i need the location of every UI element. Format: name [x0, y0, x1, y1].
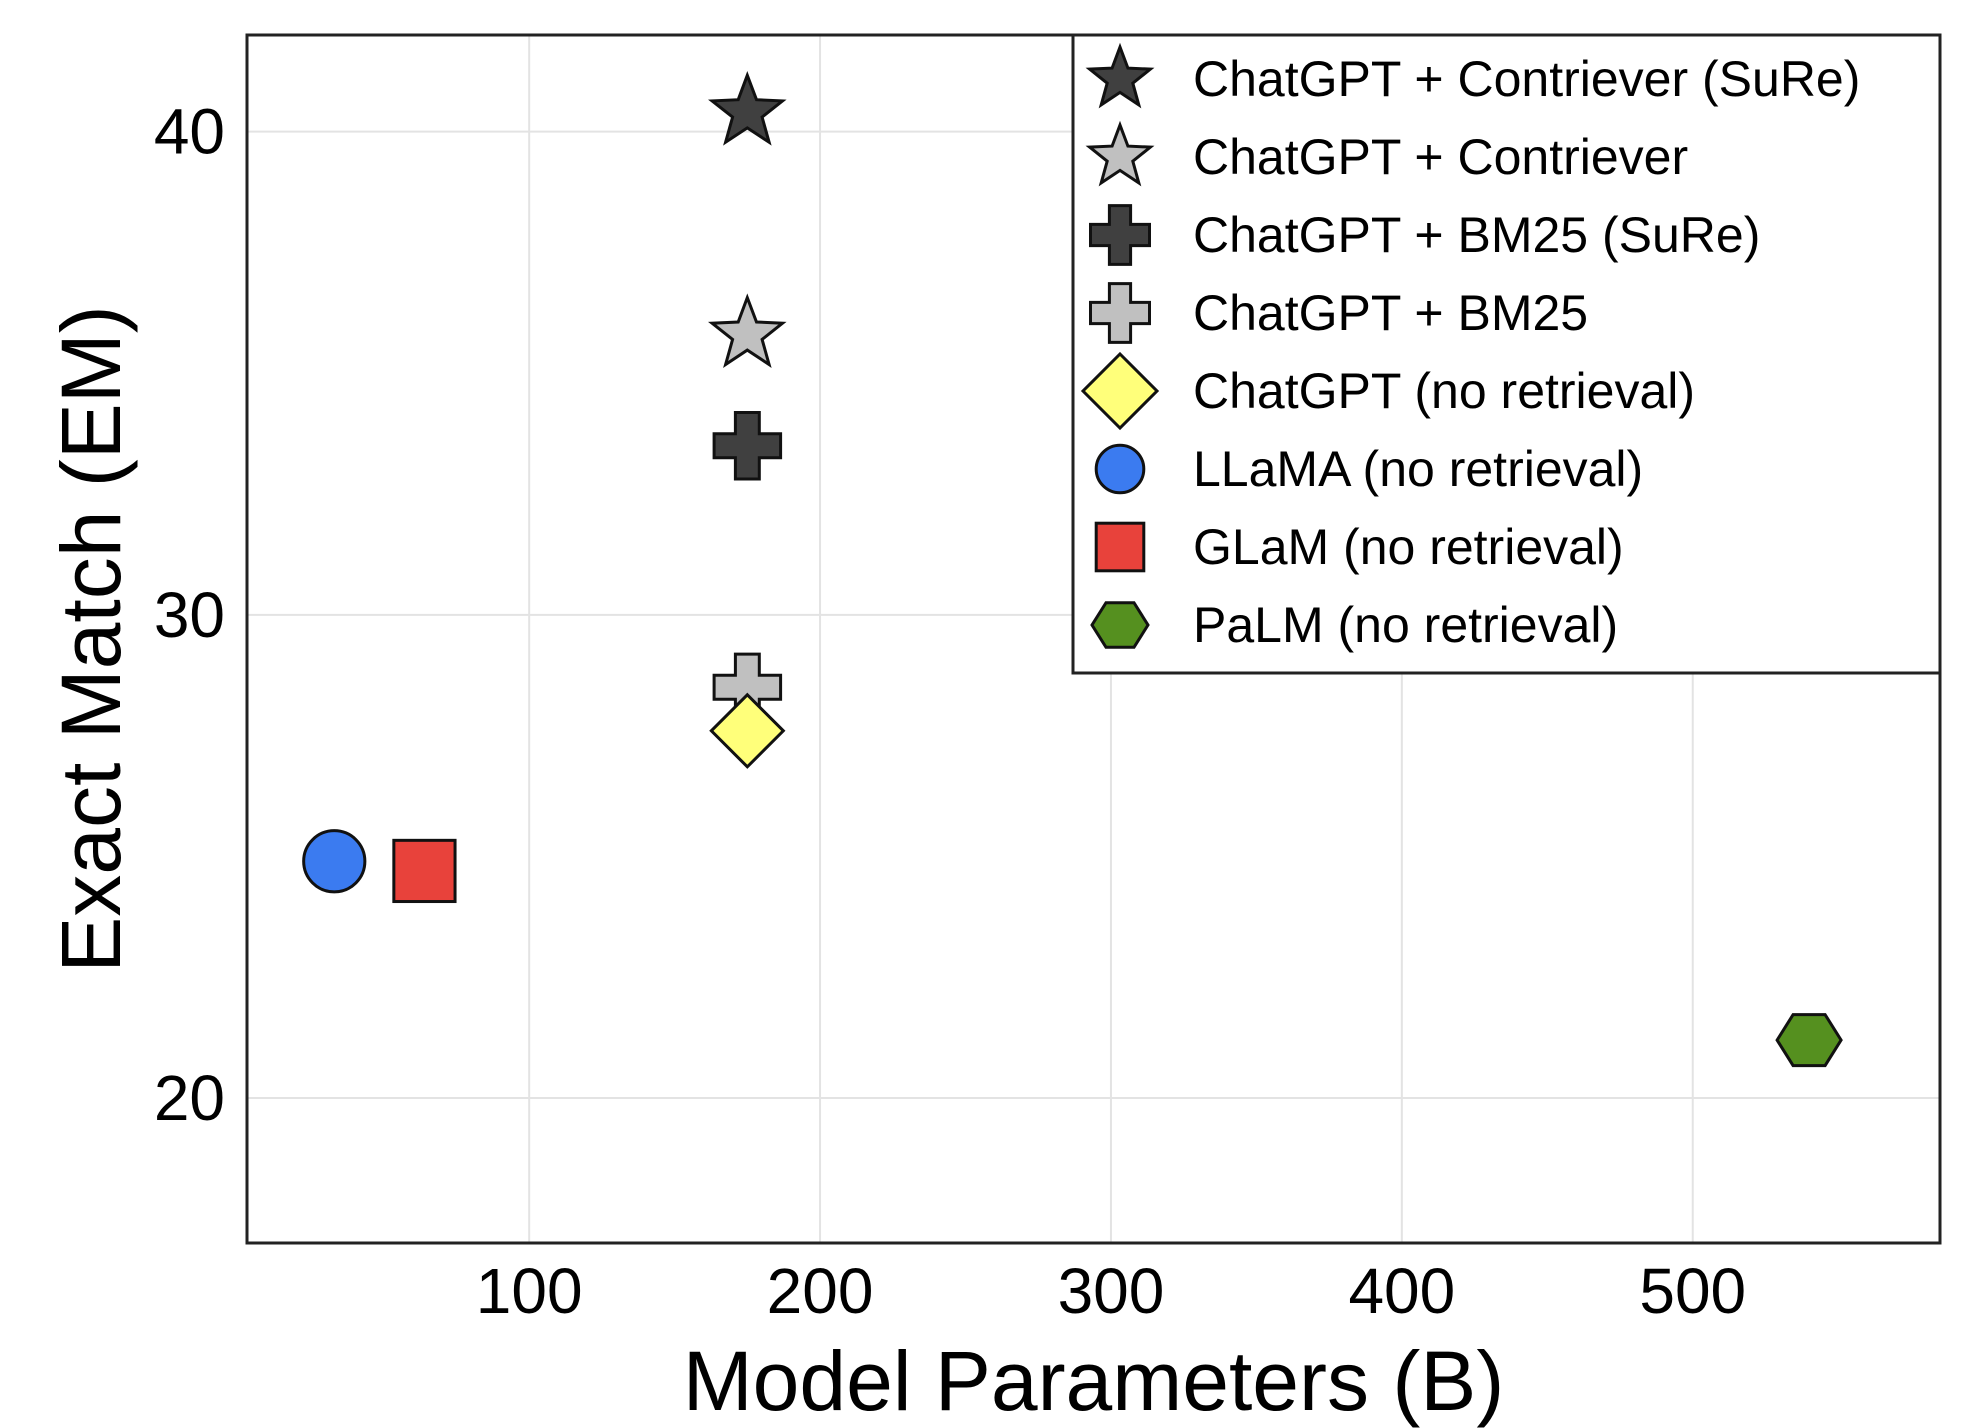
- legend-label: ChatGPT + BM25 (SuRe): [1193, 207, 1760, 263]
- x-tick-label: 500: [1639, 1255, 1746, 1327]
- legend-label: PaLM (no retrieval): [1193, 597, 1618, 653]
- data-point: [392, 838, 457, 904]
- data-point: [709, 692, 786, 769]
- legend-entry: GLaM (no retrieval): [1094, 519, 1624, 575]
- legend-label: GLaM (no retrieval): [1193, 519, 1624, 575]
- legend-label: ChatGPT + Contriever (SuRe): [1193, 51, 1860, 107]
- data-point: [302, 829, 367, 894]
- legend-label: ChatGPT + BM25: [1193, 285, 1588, 341]
- legend-marker: [1094, 521, 1146, 573]
- data-point: [708, 293, 787, 368]
- legend-label: LLaMA (no retrieval): [1193, 441, 1643, 497]
- legend-box: [1071, 33, 1942, 675]
- legend-label: ChatGPT (no retrieval): [1193, 363, 1695, 419]
- legend-entry: ChatGPT + Contriever (SuRe): [1085, 42, 1860, 109]
- data-point: [708, 71, 787, 146]
- legend-marker: [1089, 282, 1151, 344]
- tick-labels-layer: 100 200 300 400 500 20 30 40: [154, 96, 1746, 1327]
- y-tick-label: 30: [154, 579, 225, 651]
- x-tick-label: 100: [476, 1255, 583, 1327]
- data-points-layer: [302, 71, 1843, 1068]
- x-axis-title: Model Parameters (B): [683, 1334, 1505, 1428]
- y-tick-label: 20: [154, 1062, 225, 1134]
- legend-entry: ChatGPT (no retrieval): [1080, 351, 1695, 431]
- legend-marker: [1090, 601, 1150, 649]
- y-tick-label: 40: [154, 96, 225, 168]
- legend-entry: ChatGPT + BM25: [1089, 282, 1588, 344]
- x-tick-label: 300: [1058, 1255, 1165, 1327]
- legend-entry: ChatGPT + BM25 (SuRe): [1089, 204, 1760, 266]
- legend-entries: ChatGPT + Contriever (SuRe) ChatGPT + Con…: [1080, 42, 1860, 653]
- legend-marker: [1089, 204, 1151, 266]
- data-point: [712, 411, 783, 481]
- legend-entry: LLaMA (no retrieval): [1094, 441, 1643, 497]
- legend-entry: PaLM (no retrieval): [1090, 597, 1618, 653]
- legend-marker: [1085, 42, 1155, 109]
- legend-marker: [1094, 443, 1146, 495]
- legend-marker: [1080, 351, 1160, 431]
- x-tick-label: 200: [767, 1255, 874, 1327]
- legend-marker: [1085, 120, 1155, 187]
- data-point: [1775, 1013, 1843, 1068]
- legend-entry: ChatGPT + Contriever: [1085, 120, 1688, 187]
- x-tick-label: 400: [1348, 1255, 1455, 1327]
- legend: ChatGPT + Contriever (SuRe) ChatGPT + Con…: [1071, 33, 1942, 675]
- y-axis-title: Exact Match (EM): [44, 305, 138, 972]
- legend-label: ChatGPT + Contriever: [1193, 129, 1688, 185]
